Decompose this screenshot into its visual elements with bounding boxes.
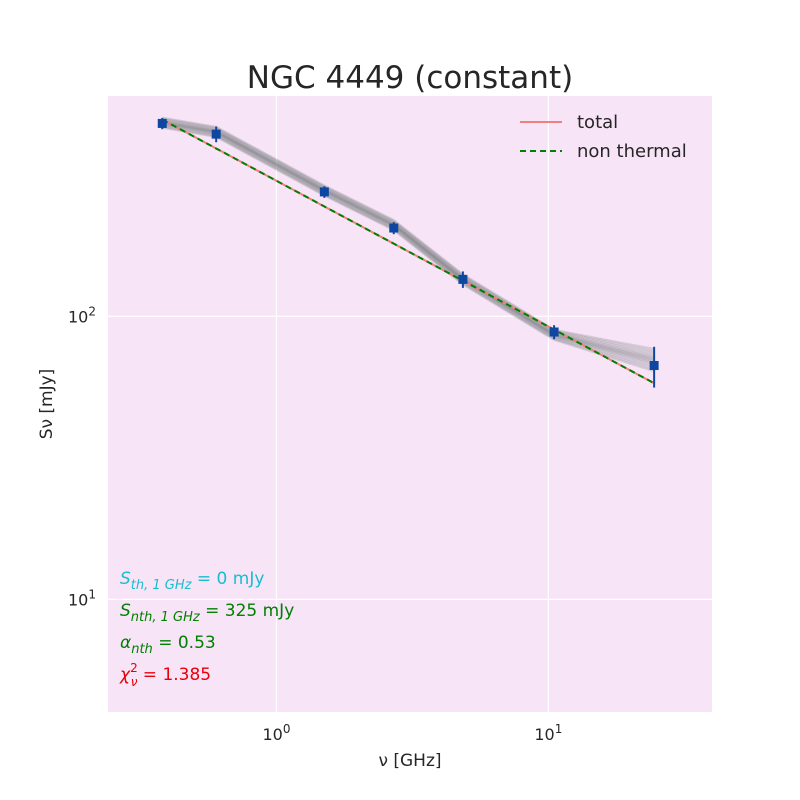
fit-annotation: χ2 ν = 1.385 — [119, 661, 211, 689]
grid-lines — [108, 96, 712, 712]
x-tick-label: 100 — [262, 722, 290, 744]
fit-annotation: Snth, 1 GHz = 325 mJy — [120, 601, 294, 625]
fit-annotations: Sth, 1 GHz = 0 mJy Snth, 1 GHz = 325 mJy α… — [119, 569, 294, 689]
data-point — [389, 223, 399, 233]
y-tick-label: 102 — [68, 304, 96, 326]
fit-annotation: Sth, 1 GHz = 0 mJy — [120, 569, 264, 593]
y-tick-label: 101 — [68, 587, 96, 609]
x-tick-labels: 100 101 — [262, 722, 562, 744]
chart-title: NGC 4449 (constant) — [247, 60, 573, 96]
non-thermal-line — [161, 118, 655, 385]
data-point — [157, 118, 167, 128]
plot-area — [108, 96, 712, 712]
legend-label: total — [577, 112, 618, 133]
data-point — [649, 361, 659, 371]
data-point — [211, 129, 221, 139]
x-tick-label: 101 — [534, 722, 562, 744]
model-lines — [161, 118, 655, 385]
data-point — [549, 327, 559, 337]
data-point — [319, 187, 329, 197]
fit-annotation: αnth = 0.53 — [120, 633, 216, 657]
legend-label: non thermal — [577, 141, 687, 162]
x-axis-label: ν [GHz] — [378, 751, 441, 771]
y-tick-labels: 101 102 — [68, 304, 96, 609]
legend: total non thermal — [520, 112, 687, 162]
data-point — [458, 274, 468, 284]
data-points — [157, 117, 659, 388]
y-axis-label: Sν [mJy] — [37, 369, 57, 440]
